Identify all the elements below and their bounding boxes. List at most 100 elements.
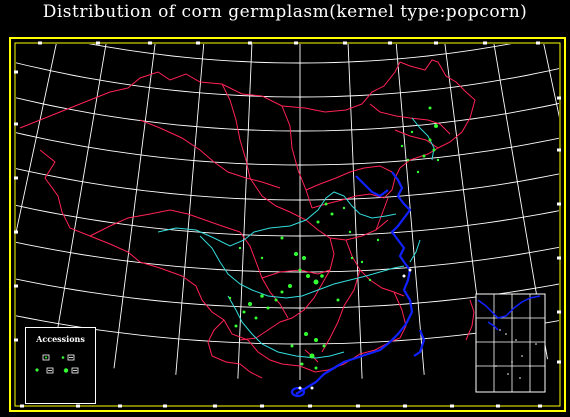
legend-symbols [35,354,79,374]
accession-point [350,256,354,260]
legend-dot-2 [61,356,65,359]
legend-title: Accessions [36,334,85,344]
legend-dot-1 [45,356,47,359]
city-marker [298,386,302,390]
accession-point [400,144,404,148]
rivers [157,117,435,359]
accession-point [248,302,252,306]
accession-point [228,296,232,300]
accession-point [336,298,340,302]
accession-point [422,154,426,158]
accession-point [368,278,372,282]
parallel-line [16,97,559,132]
frame-tick [248,41,252,45]
legend-symbol-1 [42,354,50,361]
meridian-line [395,44,425,375]
accession-point [322,344,326,348]
city-marker [310,386,314,390]
accession-point [234,324,238,328]
parallel-line [16,204,559,237]
accession-points [228,106,440,390]
accession-point [298,268,302,272]
accession-point [342,206,346,210]
parallel-line [16,278,559,309]
accession-point [242,310,246,314]
inset-islands [495,329,537,379]
outer-frame [9,37,566,412]
accession-point [348,230,352,234]
accession-point [428,138,432,142]
parallel-line [16,315,559,345]
frame-tick [403,404,407,408]
city-marker [408,268,412,272]
frame-tick [196,41,200,45]
frame-tick [536,41,540,45]
accession-point [316,220,320,224]
accession-point [416,170,420,174]
inset-coast [477,295,541,331]
frame-tick [118,404,122,408]
accession-point [290,344,294,348]
frame-tick [96,41,100,45]
frame-tick [14,122,18,126]
frame-tick [260,404,264,408]
accession-point [280,290,284,294]
accession-point [302,256,306,260]
accession-point [432,148,436,152]
frame-tick [557,360,561,364]
accession-point [330,212,334,216]
parallel-line [16,168,559,201]
legend-dot-4 [63,368,69,373]
coastline [290,171,426,398]
meridian-line [543,44,559,118]
legend-box: Accessions [25,327,96,404]
meridian-line [113,44,156,369]
meridian-line [16,44,57,235]
frame-tick [213,404,217,408]
frame-ticks [14,41,561,408]
accession-point [274,298,278,302]
frame-tick [388,41,392,45]
frame-tick [294,41,298,45]
legend-dot-3 [35,368,39,372]
frame-tick [38,41,42,45]
frame-tick [163,404,167,408]
frame-tick [343,41,347,45]
accession-point [280,236,284,240]
legend-symbol-2 [67,354,75,361]
frame-tick [557,148,561,152]
accession-point [406,158,410,162]
frame-tick [14,338,18,342]
frame-tick [450,404,454,408]
frame-tick [308,404,312,408]
accession-point [304,332,308,336]
meridian-line [0,4,16,333]
frame-tick [20,404,24,408]
frame-tick [14,70,18,74]
legend-symbol-3 [46,367,54,374]
frame-tick [14,176,18,180]
frame-tick [557,96,561,100]
frame-tick [76,404,80,408]
frame-tick [148,41,152,45]
frame-tick [483,41,487,45]
accession-point [434,124,438,128]
legend-symbol-4 [71,367,79,374]
accession-point [309,353,315,359]
parallel-line [16,132,559,166]
accession-point [238,246,242,250]
accession-point [360,260,364,264]
meridian-line [237,44,253,379]
accession-point [254,316,258,320]
accession-point [320,274,324,278]
frame-tick [14,230,18,234]
accession-point [294,252,298,256]
frame-tick [557,256,561,260]
frame-tick [538,404,542,408]
meridian-line [52,44,107,360]
map-title: Distribution of corn germplasm(kernel ty… [42,2,528,22]
inner-frame [14,42,561,407]
accession-point [324,202,328,206]
accession-point [436,158,440,162]
frame-tick [434,41,438,45]
